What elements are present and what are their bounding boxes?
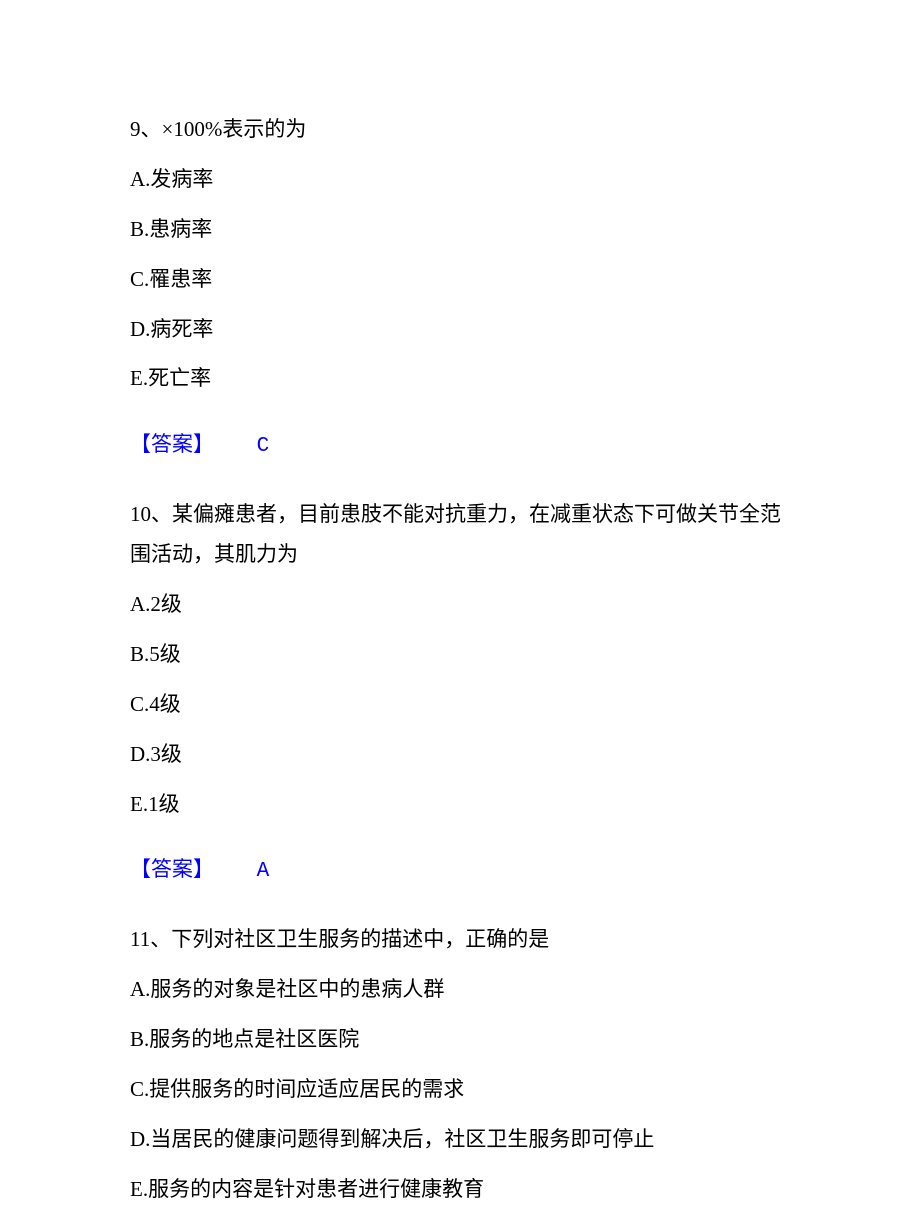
q9-answer-value: C — [257, 435, 270, 458]
q10-option-b: B.5级 — [130, 635, 790, 675]
q9-option-e: E.死亡率 — [130, 359, 790, 399]
q9-option-c: C.罹患率 — [130, 260, 790, 300]
q10-answer-label: 【答案】 — [130, 860, 214, 883]
q9-answer-label: 【答案】 — [130, 435, 214, 458]
q10-option-e: E.1级 — [130, 785, 790, 825]
q11-option-e: E.服务的内容是针对患者进行健康教育 — [130, 1170, 790, 1210]
q10-option-a: A.2级 — [130, 585, 790, 625]
q9-option-b: B.患病率 — [130, 210, 790, 250]
question-9: 9、×100%表示的为 A.发病率 B.患病率 C.罹患率 D.病死率 E.死亡… — [130, 110, 790, 467]
q10-answer-value: A — [257, 860, 270, 883]
q9-option-d: D.病死率 — [130, 310, 790, 350]
q10-option-c: C.4级 — [130, 685, 790, 725]
q10-option-d: D.3级 — [130, 735, 790, 775]
question-11: 11、下列对社区卫生服务的描述中，正确的是 A.服务的对象是社区中的患病人群 B… — [130, 920, 790, 1209]
q9-stem: 9、×100%表示的为 — [130, 110, 790, 150]
q11-option-d: D.当居民的健康问题得到解决后，社区卫生服务即可停止 — [130, 1120, 790, 1160]
q11-stem: 11、下列对社区卫生服务的描述中，正确的是 — [130, 920, 790, 960]
question-10: 10、某偏瘫患者，目前患肢不能对抗重力，在减重状态下可做关节全范围活动，其肌力为… — [130, 495, 790, 892]
q10-answer: 【答案】 A — [130, 852, 790, 892]
q10-stem: 10、某偏瘫患者，目前患肢不能对抗重力，在减重状态下可做关节全范围活动，其肌力为 — [130, 495, 790, 575]
q11-option-b: B.服务的地点是社区医院 — [130, 1020, 790, 1060]
q9-answer: 【答案】 C — [130, 427, 790, 467]
q9-option-a: A.发病率 — [130, 160, 790, 200]
q11-option-c: C.提供服务的时间应适应居民的需求 — [130, 1070, 790, 1110]
q11-option-a: A.服务的对象是社区中的患病人群 — [130, 970, 790, 1010]
